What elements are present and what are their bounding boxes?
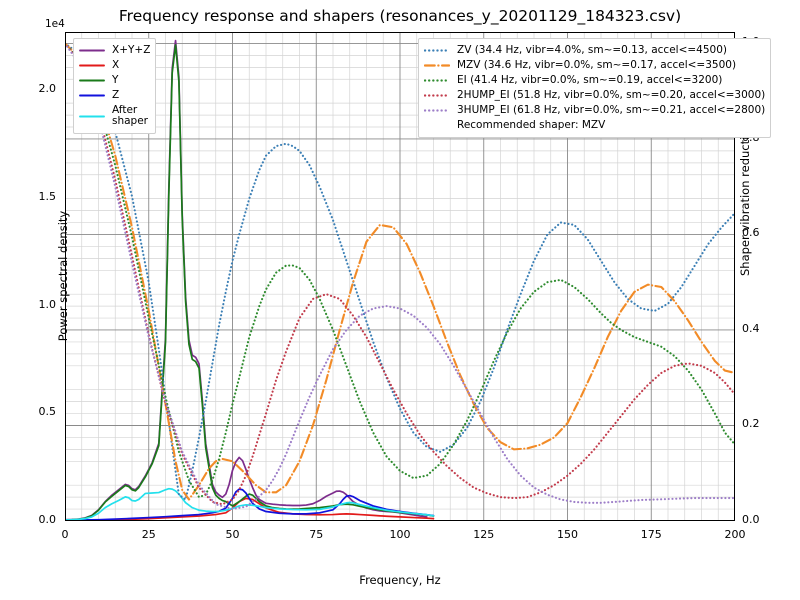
plot-svg — [65, 32, 735, 521]
y-tick-label-right: 0.2 — [742, 417, 760, 431]
y-tick-label-left: 0.0 — [38, 513, 57, 526]
x-tick-label: 50 — [225, 528, 240, 541]
legend-item-x-y-z[interactable]: X+Y+Z — [79, 43, 150, 58]
x-tick-label: 0 — [61, 528, 69, 541]
legend-item-after[interactable]: After shaper — [79, 103, 150, 129]
legend-item-zv[interactable]: ZV (34.4 Hz, vibr=4.0%, sm~=0.13, accel<… — [424, 43, 765, 58]
legend-item-2hump_ei[interactable]: 2HUMP_EI (51.8 Hz, vibr=0.0%, sm~=0.20, … — [424, 88, 765, 103]
x-tick-label: 75 — [309, 528, 324, 541]
legend-item-ei[interactable]: EI (41.4 Hz, vibr=0.0%, sm~=0.19, accel<… — [424, 73, 765, 88]
series-line — [65, 42, 735, 501]
legend-item-label: X+Y+Z — [112, 44, 151, 56]
series-line — [65, 42, 735, 506]
y-axis-offset-label: 1e4 — [45, 18, 65, 30]
legend-item-label: Y — [112, 74, 119, 86]
series-line — [65, 42, 735, 511]
legend-item-label: X — [112, 59, 120, 71]
legend-swatch — [79, 115, 105, 117]
legend-item-label: 3HUMP_EI (61.8 Hz, vibr=0.0%, sm~=0.21, … — [457, 104, 766, 116]
legend-shapers[interactable]: ZV (34.4 Hz, vibr=4.0%, sm~=0.13, accel<… — [418, 38, 772, 138]
legend-item-mzv[interactable]: MZV (34.6 Hz, vibr=0.0%, sm~=0.17, accel… — [424, 58, 765, 73]
legend-item-label: EI (41.4 Hz, vibr=0.0%, sm~=0.19, accel<… — [457, 74, 723, 86]
legend-item-label: ZV (34.4 Hz, vibr=4.0%, sm~=0.13, accel<… — [457, 44, 727, 56]
legend-item-y[interactable]: Y — [79, 73, 150, 88]
x-tick-label: 125 — [473, 528, 495, 541]
legend-swatch — [424, 79, 450, 82]
y-tick-label-left: 1.0 — [38, 297, 57, 311]
legend-item-3hump_ei[interactable]: 3HUMP_EI (61.8 Hz, vibr=0.0%, sm~=0.21, … — [424, 103, 765, 118]
y-tick-label-left: 1.5 — [38, 189, 57, 203]
x-tick-label: 175 — [640, 528, 662, 541]
y-tick-label-right: 0.4 — [742, 321, 760, 335]
x-tick-label: 25 — [141, 528, 156, 541]
x-tick-label: 150 — [557, 528, 578, 541]
series-line — [65, 44, 435, 521]
series-line — [65, 487, 435, 521]
chart-title: Frequency response and shapers (resonanc… — [118, 7, 682, 25]
legend-swatch — [424, 94, 450, 97]
legend-item-z[interactable]: Z — [79, 88, 150, 103]
legend-swatch — [79, 64, 105, 67]
legend-swatch — [79, 94, 105, 97]
x-tick-label: 100 — [389, 528, 411, 541]
legend-item-x[interactable]: X — [79, 58, 150, 73]
x-axis-label: Frequency, Hz — [359, 573, 441, 587]
series-line — [65, 42, 735, 499]
legend-swatch — [424, 109, 450, 112]
legend-item-label: Z — [112, 89, 120, 101]
legend-swatch — [424, 64, 450, 67]
y-axis-left-label: Power spectral density — [56, 210, 71, 342]
legend-item-label: After shaper — [112, 103, 149, 127]
recommended-shaper-note: Recommended shaper: MZV — [457, 119, 606, 131]
legend-swatch — [79, 79, 105, 82]
legend-swatch — [424, 49, 450, 52]
series-line — [65, 42, 735, 501]
series-line — [65, 497, 435, 521]
legend-item-label: MZV (34.6 Hz, vibr=0.0%, sm~=0.17, accel… — [457, 59, 737, 71]
y-tick-label-left: 0.5 — [38, 405, 57, 419]
legend-psd[interactable]: X+Y+Z X Y Z After shaper — [73, 38, 157, 134]
y-tick-label-right: 0.6 — [742, 226, 760, 240]
x-tick-label: 200 — [724, 528, 746, 541]
y-tick-label-left: 2.0 — [38, 82, 57, 96]
legend-swatch — [79, 49, 105, 52]
legend-item-label: 2HUMP_EI (51.8 Hz, vibr=0.0%, sm~=0.20, … — [457, 89, 766, 101]
y-tick-label-right: 0.0 — [742, 513, 760, 526]
